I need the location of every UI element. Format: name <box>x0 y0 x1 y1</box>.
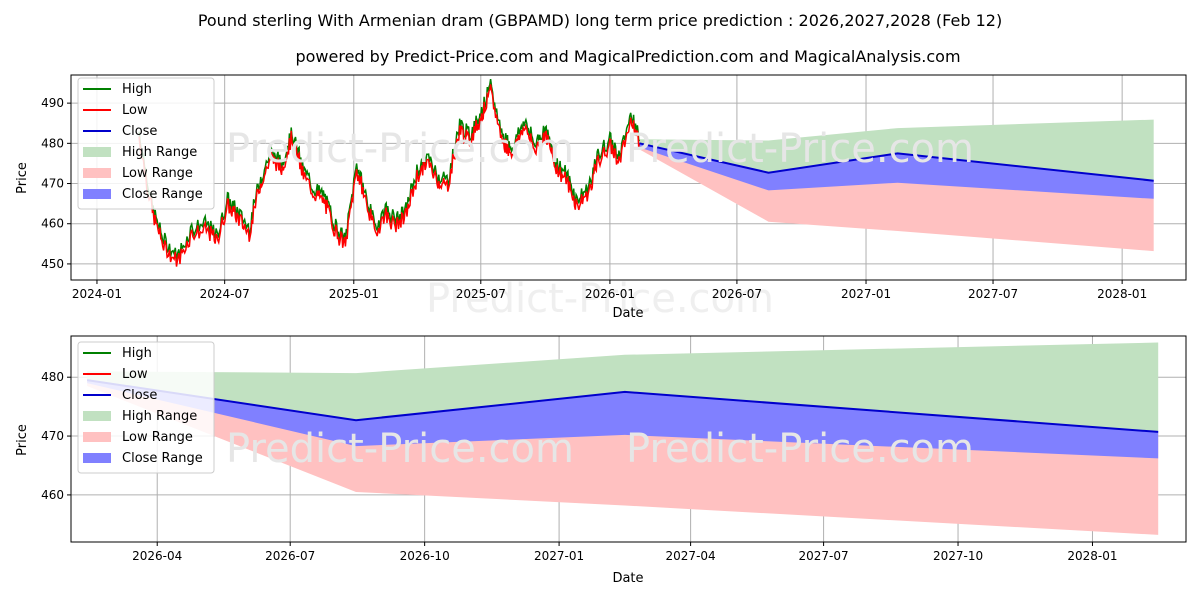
x-tick-label: 2025-01 <box>329 287 379 301</box>
x-tick-label: 2024-01 <box>72 287 122 301</box>
top-history-lines <box>138 78 641 267</box>
legend-label: High Range <box>122 145 197 160</box>
x-tick-label: 2026-07 <box>265 549 315 563</box>
legend-label: Low Range <box>122 166 193 181</box>
x-tick-label: 2024-07 <box>200 287 250 301</box>
legend-swatch <box>83 168 111 178</box>
x-tick-label: 2027-07 <box>799 549 849 563</box>
legend-label: Close <box>122 124 157 139</box>
top-watermark-left: Predict-Price.com <box>226 126 574 172</box>
legend-box <box>77 341 215 474</box>
legend-label: High <box>122 82 152 97</box>
bottom-legend: High Low Close High Range Low Range Close Ran… <box>77 341 215 474</box>
y-tick-label: 480 <box>41 136 64 150</box>
legend-label: Low <box>122 367 148 382</box>
chart-title: Pound sterling With Armenian dram (GBPAM… <box>198 11 1002 30</box>
x-tick-label: 2026-04 <box>132 549 182 563</box>
y-tick-label: 470 <box>41 429 64 443</box>
x-tick-label: 2027-04 <box>666 549 716 563</box>
legend-box <box>77 77 215 210</box>
bottom-y-axis: 460 470 480 <box>41 370 71 502</box>
top-watermark-right: Predict-Price.com <box>626 126 974 172</box>
x-tick-label: 2025-07 <box>456 287 506 301</box>
high-range-band <box>87 342 1159 432</box>
bottom-axes-frame <box>70 335 1187 543</box>
bottom-watermark-left: Predict-Price.com <box>226 426 574 472</box>
top-x-axis: 2024-01 2024-07 2025-01 2025-07 2026-01 2026-… <box>72 280 1147 301</box>
x-tick-label: 2026-10 <box>400 549 450 563</box>
x-tick-label: 2027-07 <box>968 287 1018 301</box>
legend-swatch <box>83 432 111 442</box>
close-forecast-line <box>86 379 1159 433</box>
legend-swatch <box>83 453 111 463</box>
legend-swatch <box>83 189 111 199</box>
legend-label: Low <box>122 103 148 118</box>
top-forecast-line <box>639 142 1154 182</box>
close-range-band <box>639 143 1154 199</box>
low-history-line <box>138 84 641 267</box>
top-axes-frame <box>70 74 1187 281</box>
legend-label: Low Range <box>122 430 193 445</box>
x-tick-label: 2028-01 <box>1097 287 1147 301</box>
top-y-axis-label: Price <box>15 162 30 194</box>
close-range-band <box>87 380 1159 459</box>
x-tick-label: 2026-01 <box>585 287 635 301</box>
bottom-chart-panel: Predict-Price.com Predict-Price.com 2026… <box>15 335 1187 586</box>
top-legend: High Low Close High Range Low Range Close Ran… <box>77 77 215 210</box>
y-tick-label: 480 <box>41 370 64 384</box>
y-tick-label: 460 <box>41 488 64 502</box>
top-x-axis-label: Date <box>612 306 643 321</box>
x-tick-label: 2026-07 <box>712 287 762 301</box>
y-tick-label: 450 <box>41 257 64 271</box>
top-range-fills <box>639 119 1154 252</box>
bottom-range-fills <box>87 342 1159 535</box>
bottom-forecast-line <box>86 379 1159 433</box>
chart-subtitle: powered by Predict-Price.com and Magical… <box>295 47 960 66</box>
x-tick-label: 2027-10 <box>933 549 983 563</box>
bottom-x-axis: 2026-04 2026-07 2026-10 2027-01 2027-04 2027-… <box>132 542 1118 563</box>
legend-swatch <box>83 147 111 157</box>
legend-swatch <box>83 411 111 421</box>
legend-label: Close Range <box>122 187 203 202</box>
bottom-watermark-right: Predict-Price.com <box>626 426 974 472</box>
bottom-x-axis-label: Date <box>612 571 643 586</box>
top-chart-panel: Predict-Price.com Predict-Price.com Pred… <box>15 74 1187 322</box>
y-tick-label: 460 <box>41 217 64 231</box>
high-range-band <box>639 119 1154 181</box>
x-tick-label: 2027-01 <box>841 287 891 301</box>
y-tick-label: 490 <box>41 96 64 110</box>
y-tick-label: 470 <box>41 177 64 191</box>
bottom-y-axis-label: Price <box>15 424 30 456</box>
x-tick-label: 2027-01 <box>534 549 584 563</box>
top-y-axis: 450 460 470 480 490 <box>41 96 71 271</box>
legend-label: High Range <box>122 409 197 424</box>
x-tick-label: 2028-01 <box>1067 549 1117 563</box>
legend-label: Close Range <box>122 451 203 466</box>
close-forecast-line <box>639 142 1154 182</box>
legend-label: Close <box>122 388 157 403</box>
legend-label: High <box>122 346 152 361</box>
top-watermark-center: Predict-Price.com <box>426 276 774 322</box>
